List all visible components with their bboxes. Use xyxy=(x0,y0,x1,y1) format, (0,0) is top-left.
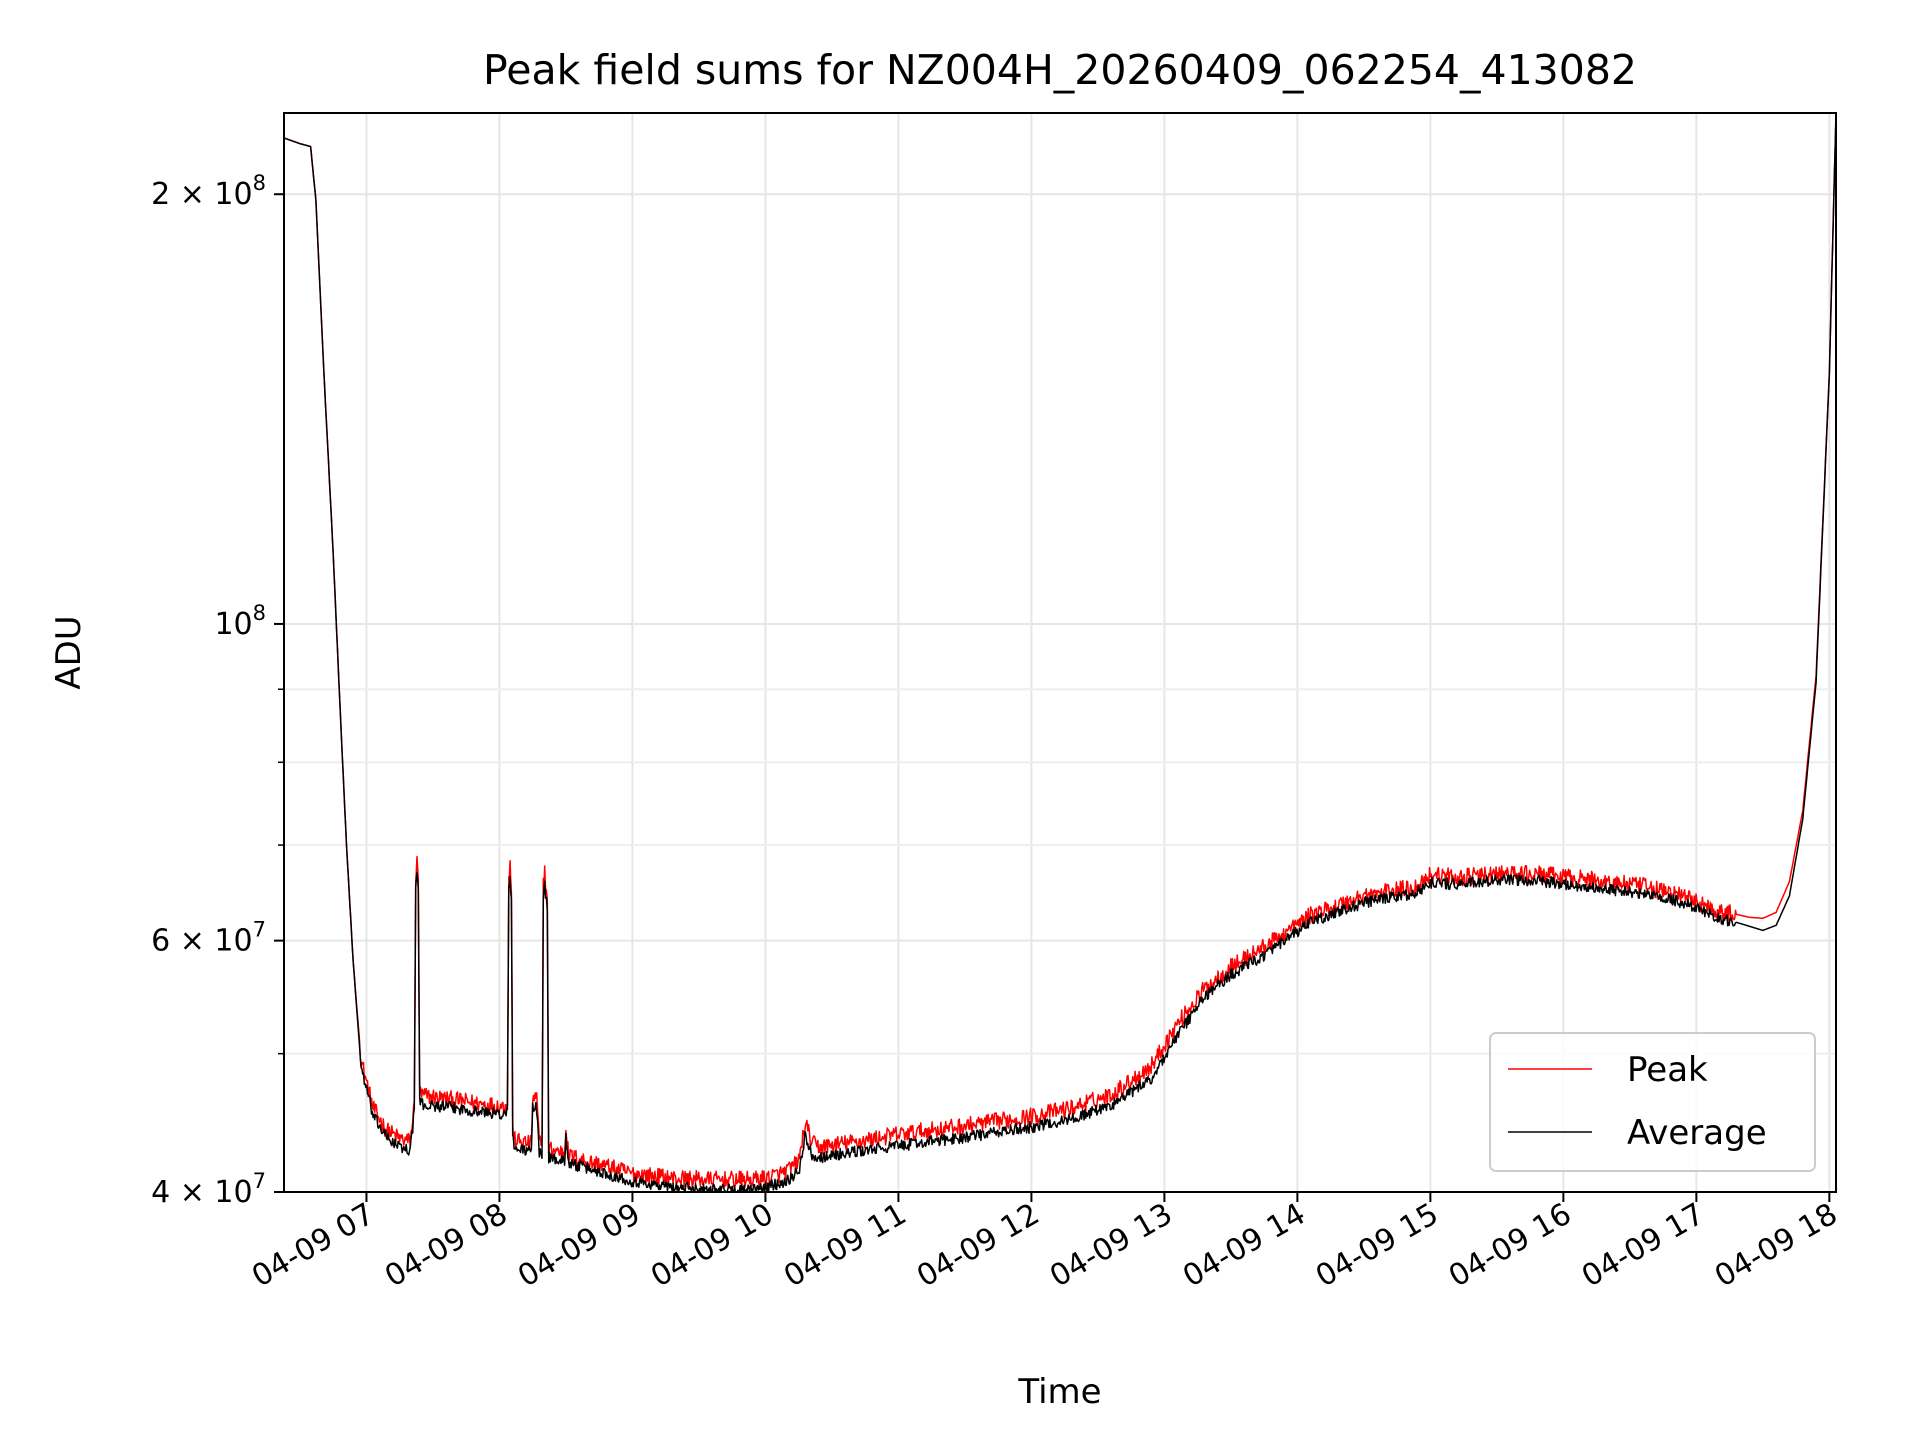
y-tick-label: 2 × 108 xyxy=(151,171,266,212)
axes-frame xyxy=(283,112,1837,1193)
x-axis-label: Time xyxy=(1017,1372,1101,1412)
legend-box xyxy=(1489,1032,1816,1172)
legend: Peak Average xyxy=(1489,1032,1816,1172)
legend-peak-label: Peak xyxy=(1627,1050,1708,1090)
chart-title: Peak field sums for NZ004H_20260409_0622… xyxy=(483,46,1637,94)
y-axis-label: ADU xyxy=(49,615,89,689)
series-line-average xyxy=(284,113,1836,1192)
y-tick-label: 4 × 107 xyxy=(151,1169,266,1210)
series-line-peak xyxy=(284,113,1836,1189)
y-tick-label: 6 × 107 xyxy=(151,918,266,959)
legend-average-label: Average xyxy=(1627,1113,1767,1153)
y-tick-label: 108 xyxy=(214,601,266,642)
series-group xyxy=(284,113,1836,1192)
